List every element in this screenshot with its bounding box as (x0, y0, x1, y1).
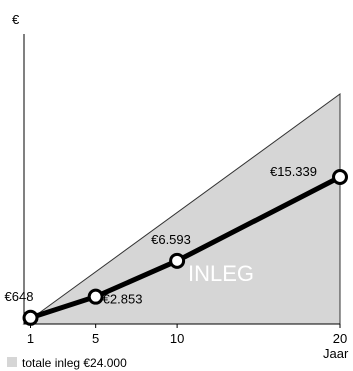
data-point (169, 252, 186, 269)
x-tick-label: 1 (27, 331, 34, 346)
x-tick-label: 10 (170, 331, 184, 346)
data-label: €6.593 (151, 232, 191, 247)
series-layer: €648 €2.853 €6.593 €15.339 (5, 164, 348, 326)
inleg-area (22, 93, 341, 325)
series-line (29, 174, 342, 321)
legend-text: totale inleg €24.000 (22, 356, 127, 370)
data-point (332, 169, 348, 186)
x-ticks: 1 5 10 20 (27, 324, 347, 346)
legend-swatch (7, 357, 17, 367)
inleg-area-label: INLEG (188, 261, 254, 286)
data-label: €15.339 (270, 164, 317, 179)
y-axis-unit-label: € (12, 12, 20, 27)
x-tick-label: 5 (92, 331, 99, 346)
x-axis-unit-label: Jaar (323, 346, 349, 361)
data-label: €648 (5, 289, 34, 304)
data-point (87, 288, 104, 305)
x-tick-label: 20 (333, 331, 347, 346)
data-label: €2.853 (103, 292, 143, 307)
data-point (22, 309, 39, 326)
